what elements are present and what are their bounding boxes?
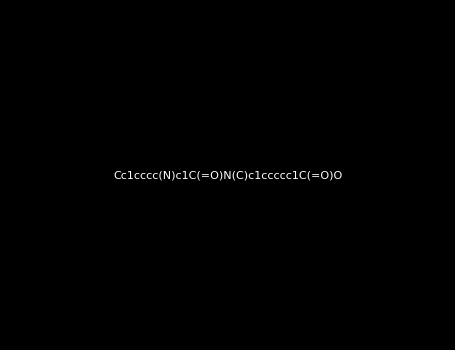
- Text: Cc1cccc(N)c1C(=O)N(C)c1ccccc1C(=O)O: Cc1cccc(N)c1C(=O)N(C)c1ccccc1C(=O)O: [113, 170, 342, 180]
